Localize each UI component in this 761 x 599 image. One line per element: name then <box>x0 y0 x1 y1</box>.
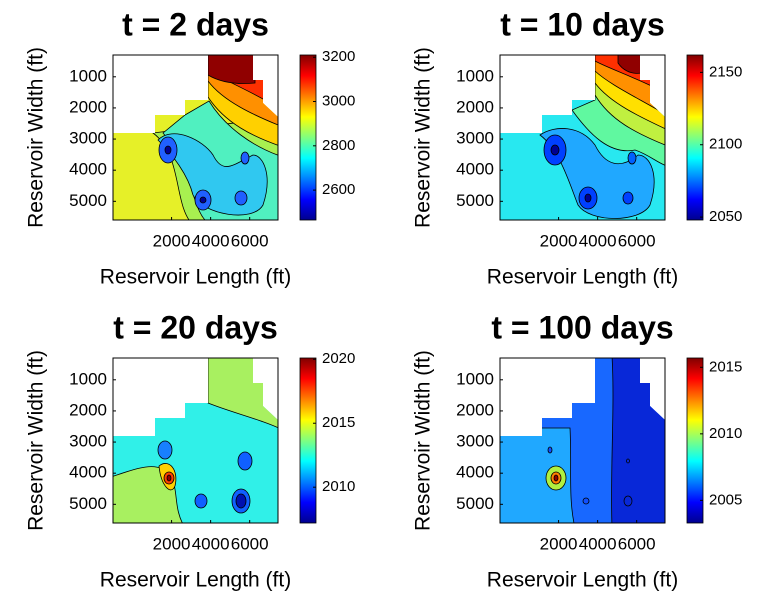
x-tick-label: 6000 <box>618 231 656 250</box>
y-tick-label: 3000 <box>69 129 107 148</box>
x-tick-label: 2000 <box>153 534 191 553</box>
x-tick-label: 4000 <box>579 534 617 553</box>
y-tick-label: 5000 <box>69 494 107 513</box>
contour-field <box>113 55 278 220</box>
colorbar-tick-label: 2015 <box>709 358 742 375</box>
colorbar <box>686 54 704 221</box>
y-tick-label: 1000 <box>456 66 494 85</box>
contour-field <box>113 358 278 523</box>
colorbar-tick-label: 2010 <box>322 478 355 495</box>
colorbar <box>686 357 704 524</box>
colorbar-tick-label: 3200 <box>322 48 355 65</box>
x-axis-label: Reservoir Length (ft) <box>100 569 291 592</box>
y-tick-label: 5000 <box>456 191 494 210</box>
y-tick-label: 3000 <box>456 432 494 451</box>
x-tick-label: 6000 <box>231 231 269 250</box>
colorbar-tick-label: 2100 <box>709 136 742 153</box>
colorbar-tick-label: 2050 <box>709 208 742 225</box>
colorbar-tick-label: 2600 <box>322 181 355 198</box>
y-tick-label: 2000 <box>69 400 107 419</box>
colorbar <box>299 54 317 221</box>
colorbar-tick-label: 2020 <box>322 350 355 367</box>
x-tick-label: 2000 <box>540 534 578 553</box>
x-tick-label: 4000 <box>192 231 230 250</box>
y-tick-label: 2000 <box>69 97 107 116</box>
axes-box <box>112 54 279 221</box>
x-tick-label: 2000 <box>540 231 578 250</box>
axes-box <box>499 357 666 524</box>
y-tick-label: 5000 <box>69 191 107 210</box>
y-tick-label: 2000 <box>456 400 494 419</box>
y-axis-label: Reservoir Width (ft) <box>412 350 435 531</box>
x-tick-label: 4000 <box>192 534 230 553</box>
colorbar-tick-label: 3000 <box>322 92 355 109</box>
axes-box <box>112 357 279 524</box>
x-axis-label: Reservoir Length (ft) <box>487 569 678 592</box>
y-tick-label: 3000 <box>456 129 494 148</box>
x-axis-label: Reservoir Length (ft) <box>487 266 678 289</box>
y-tick-label: 1000 <box>456 369 494 388</box>
y-tick-label: 5000 <box>456 494 494 513</box>
y-tick-label: 4000 <box>456 160 494 179</box>
x-tick-label: 2000 <box>153 231 191 250</box>
chart-title: t = 100 days <box>491 309 673 345</box>
contour-field <box>500 358 665 523</box>
y-axis-label: Reservoir Width (ft) <box>25 47 48 228</box>
x-axis-label: Reservoir Length (ft) <box>100 266 291 289</box>
colorbar-tick-label: 2150 <box>709 63 742 80</box>
y-tick-label: 1000 <box>69 369 107 388</box>
x-tick-label: 4000 <box>579 231 617 250</box>
y-axis-label: Reservoir Width (ft) <box>25 350 48 531</box>
y-tick-label: 4000 <box>69 463 107 482</box>
y-tick-label: 1000 <box>69 66 107 85</box>
axes-box <box>499 54 666 221</box>
colorbar-tick-label: 2800 <box>322 137 355 154</box>
chart-title: t = 20 days <box>113 309 278 345</box>
y-tick-label: 2000 <box>456 97 494 116</box>
x-tick-label: 6000 <box>231 534 269 553</box>
y-tick-label: 4000 <box>69 160 107 179</box>
y-tick-label: 4000 <box>456 463 494 482</box>
chart-title: t = 2 days <box>122 6 269 42</box>
x-tick-label: 6000 <box>618 534 656 553</box>
colorbar-tick-label: 2015 <box>322 414 355 431</box>
contour-field <box>500 55 665 220</box>
colorbar <box>299 357 317 524</box>
colorbar-tick-label: 2005 <box>709 491 742 508</box>
y-axis-label: Reservoir Width (ft) <box>412 47 435 228</box>
chart-title: t = 10 days <box>500 6 665 42</box>
y-tick-label: 3000 <box>69 432 107 451</box>
colorbar-tick-label: 2010 <box>709 425 742 442</box>
